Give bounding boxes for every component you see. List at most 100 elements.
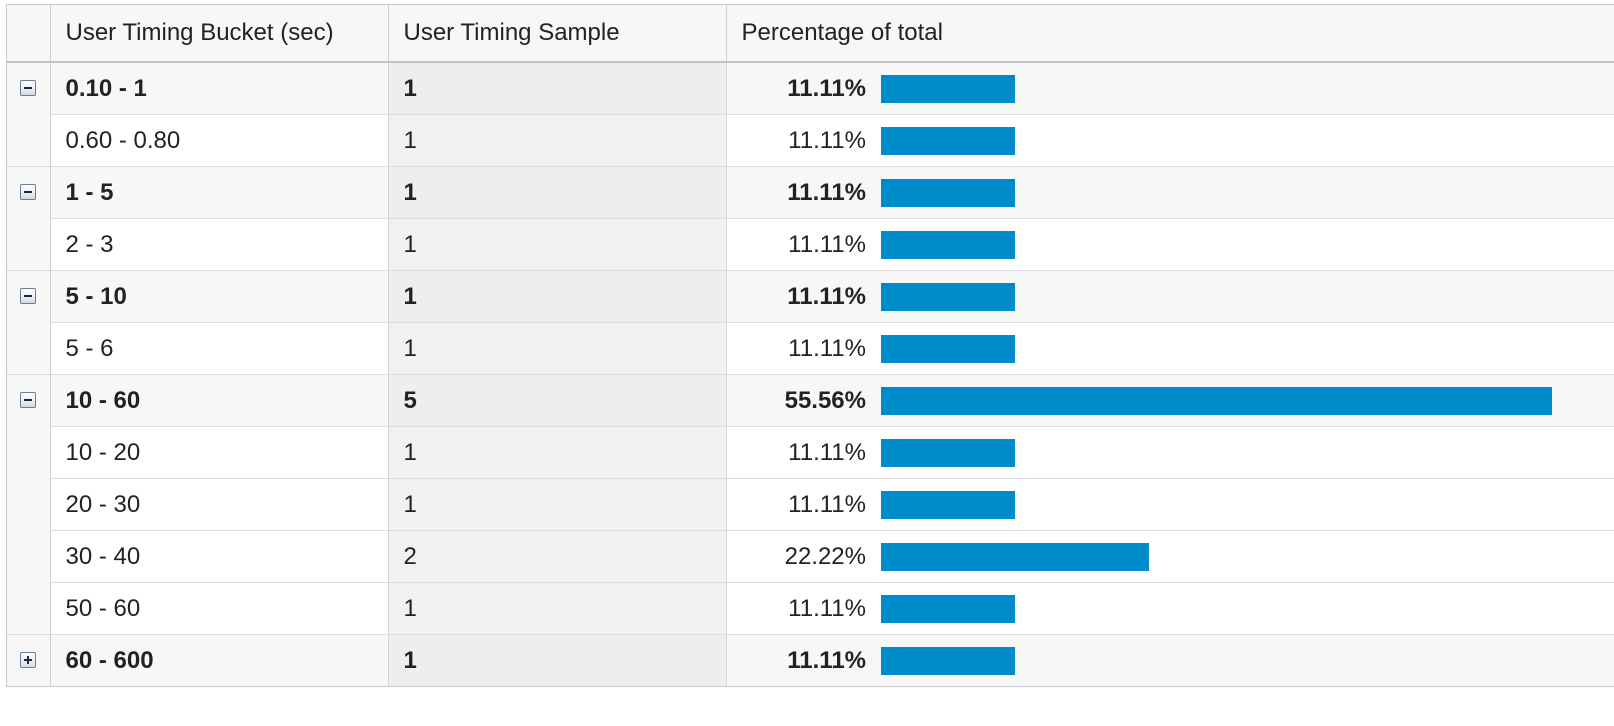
- bucket-cell: 10 - 20: [50, 426, 389, 479]
- group-row: 0.10 - 1 1 11.11%: [7, 61, 1614, 115]
- toggle-cell: [7, 426, 51, 479]
- bucket-cell: 2 - 3: [50, 218, 389, 271]
- group-row: 10 - 60 5 55.56%: [7, 374, 1614, 427]
- table-row: 20 - 30 1 11.11%: [7, 478, 1614, 531]
- sample-cell: 5: [388, 374, 727, 427]
- bucket-cell: 20 - 30: [50, 478, 389, 531]
- collapse-icon[interactable]: [20, 184, 37, 201]
- percentage-bar: [880, 75, 1015, 103]
- sample-cell: 1: [388, 270, 727, 323]
- percentage-cell: 11.11%: [726, 322, 1614, 375]
- sample-cell: 1: [388, 478, 727, 531]
- percentage-wrap: 11.11%: [727, 219, 1614, 270]
- toggle-cell: [7, 582, 51, 635]
- percentage-cell: 11.11%: [726, 634, 1614, 687]
- sample-cell: 1: [388, 582, 727, 635]
- timing-table-container: User Timing Bucket (sec) User Timing Sam…: [6, 4, 1614, 687]
- table-row: 10 - 20 1 11.11%: [7, 426, 1614, 479]
- group-row: 60 - 600 1 11.11%: [7, 634, 1614, 687]
- sample-cell: 1: [388, 114, 727, 167]
- percentage-bar: [880, 543, 1149, 571]
- table-header: User Timing Bucket (sec) User Timing Sam…: [7, 5, 1614, 63]
- bucket-cell: 0.10 - 1: [50, 62, 389, 115]
- bucket-cell: 30 - 40: [50, 530, 389, 583]
- percentage-label: 11.11%: [788, 491, 866, 518]
- percentage-label: 11.11%: [787, 283, 866, 310]
- table-row: 2 - 3 1 11.11%: [7, 218, 1614, 271]
- bucket-cell: 5 - 6: [50, 322, 389, 375]
- bucket-cell: 1 - 5: [50, 166, 389, 219]
- toggle-cell[interactable]: [7, 61, 51, 115]
- percentage-wrap: 11.11%: [727, 115, 1614, 166]
- percentage-wrap: 11.11%: [727, 167, 1614, 218]
- percentage-wrap: 11.11%: [727, 323, 1614, 374]
- header-row: User Timing Bucket (sec) User Timing Sam…: [7, 5, 1614, 63]
- percentage-label: 55.56%: [784, 387, 866, 414]
- percentage-bar: [880, 647, 1015, 675]
- percentage-cell: 11.11%: [726, 582, 1614, 635]
- expand-icon[interactable]: [20, 652, 37, 669]
- percentage-label: 11.11%: [787, 179, 866, 206]
- percentage-cell: 11.11%: [726, 166, 1614, 219]
- percentage-cell: 11.11%: [726, 478, 1614, 531]
- percentage-bar: [880, 439, 1015, 467]
- sample-cell: 1: [388, 218, 727, 271]
- percentage-bar: [880, 127, 1015, 155]
- bucket-cell: 10 - 60: [50, 374, 389, 427]
- toggle-cell[interactable]: [7, 634, 51, 687]
- bucket-cell: 0.60 - 0.80: [50, 114, 389, 167]
- table-row: 0.60 - 0.80 1 11.11%: [7, 114, 1614, 167]
- group-row: 5 - 10 1 11.11%: [7, 270, 1614, 323]
- percentage-label: 11.11%: [787, 75, 866, 102]
- percentage-cell: 11.11%: [726, 62, 1614, 115]
- table-row: 5 - 6 1 11.11%: [7, 322, 1614, 375]
- percentage-cell: 11.11%: [726, 218, 1614, 271]
- percentage-label: 11.11%: [788, 127, 866, 154]
- header-sample[interactable]: User Timing Sample: [388, 5, 727, 63]
- percentage-cell: 55.56%: [726, 374, 1614, 427]
- table-row: 50 - 60 1 11.11%: [7, 582, 1614, 635]
- collapse-icon[interactable]: [20, 288, 37, 305]
- percentage-wrap: 11.11%: [727, 427, 1614, 478]
- percentage-wrap: 11.11%: [727, 583, 1614, 634]
- percentage-label: 11.11%: [787, 647, 866, 674]
- header-percentage[interactable]: Percentage of total: [726, 5, 1614, 63]
- percentage-label: 11.11%: [788, 439, 866, 466]
- group-row: 1 - 5 1 11.11%: [7, 166, 1614, 219]
- percentage-bar: [880, 179, 1015, 207]
- percentage-wrap: 11.11%: [727, 63, 1614, 114]
- table-row: 30 - 40 2 22.22%: [7, 530, 1614, 583]
- percentage-cell: 22.22%: [726, 530, 1614, 583]
- percentage-bar: [880, 283, 1015, 311]
- percentage-wrap: 55.56%: [727, 375, 1614, 426]
- toggle-cell[interactable]: [7, 166, 51, 219]
- percentage-bar: [880, 231, 1015, 259]
- header-toggle-column: [7, 5, 51, 63]
- bucket-cell: 50 - 60: [50, 582, 389, 635]
- percentage-wrap: 11.11%: [727, 635, 1614, 686]
- percentage-label: 11.11%: [788, 335, 866, 362]
- header-bucket[interactable]: User Timing Bucket (sec): [50, 5, 389, 63]
- toggle-cell: [7, 114, 51, 167]
- toggle-cell: [7, 478, 51, 531]
- percentage-bar: [880, 387, 1552, 415]
- percentage-bar: [880, 595, 1015, 623]
- toggle-cell: [7, 322, 51, 375]
- sample-cell: 1: [388, 634, 727, 687]
- sample-cell: 1: [388, 322, 727, 375]
- percentage-cell: 11.11%: [726, 114, 1614, 167]
- sample-cell: 1: [388, 62, 727, 115]
- collapse-icon[interactable]: [20, 392, 37, 409]
- percentage-wrap: 22.22%: [727, 531, 1614, 582]
- toggle-cell[interactable]: [7, 270, 51, 323]
- collapse-icon[interactable]: [20, 80, 37, 97]
- toggle-cell: [7, 530, 51, 583]
- toggle-cell[interactable]: [7, 374, 51, 427]
- user-timing-table: User Timing Bucket (sec) User Timing Sam…: [7, 5, 1614, 687]
- sample-cell: 2: [388, 530, 727, 583]
- percentage-cell: 11.11%: [726, 270, 1614, 323]
- sample-cell: 1: [388, 166, 727, 219]
- percentage-bar: [880, 491, 1015, 519]
- toggle-cell: [7, 218, 51, 271]
